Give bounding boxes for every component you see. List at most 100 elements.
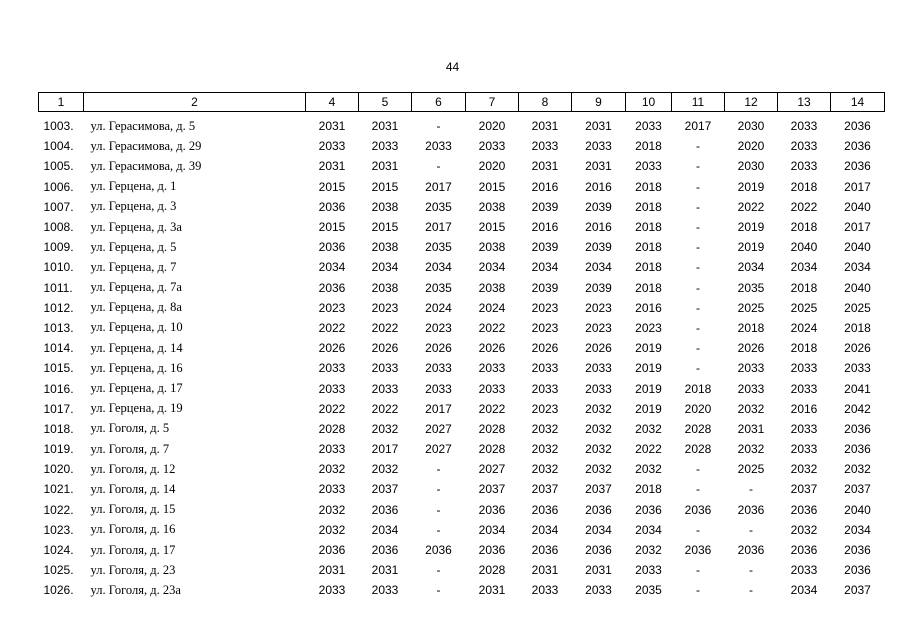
table-cell: - (436, 462, 441, 477)
table-cell: 2031 (531, 119, 559, 134)
table-cell: 2017 (844, 179, 871, 194)
table-cell: 2022 (318, 401, 346, 416)
table-cell: 2032 (635, 462, 662, 477)
table-cell: 2033 (371, 361, 399, 376)
table-cell: 1022. (43, 502, 74, 517)
table-cell: 2018 (844, 320, 871, 335)
table-cell: 2028 (318, 421, 346, 436)
table-cell: 2017 (844, 220, 871, 235)
table-cell: 2025 (790, 300, 818, 315)
table-cell: 2034 (531, 260, 559, 275)
table-cell: 2033 (425, 361, 452, 376)
table-cell: 2033 (635, 159, 662, 174)
table-cell: 2036 (635, 502, 662, 517)
table-cell: 2022 (371, 401, 399, 416)
table-row: 1026. ул. Гоголя, д. 23а 2033 2033 - 2031 2033… (39, 580, 885, 600)
table-cell: 2028 (478, 421, 506, 436)
header-cell: 10 (625, 92, 672, 112)
table-cell: 2022 (478, 401, 506, 416)
table-cell: 2026 (844, 341, 871, 356)
table-cell: 2022 (790, 199, 818, 214)
table-cell: 2038 (371, 199, 399, 214)
table-row: 1022. ул. Гоголя, д. 15 2032 2036 - 2036 2036 2… (39, 500, 885, 520)
table-cell: 2033 (790, 421, 818, 436)
table-cell: 2015 (478, 220, 506, 235)
table-cell: 2022 (737, 199, 765, 214)
address-cell: ул. Гоголя, д. 7 (90, 441, 170, 456)
header-cell: 4 (305, 92, 359, 112)
table-cell: 2040 (790, 240, 818, 255)
table-cell: 2032 (531, 442, 559, 457)
table-cell: 2015 (318, 179, 346, 194)
table-cell: 2036 (425, 543, 452, 558)
table-cell: - (749, 583, 753, 598)
table-cell: 2036 (371, 543, 399, 558)
table-cell: 2032 (531, 421, 559, 436)
table-cell: 2034 (585, 522, 612, 537)
table-cell: 2034 (737, 260, 765, 275)
table-cell: 2036 (531, 502, 559, 517)
table-cell: 2023 (531, 300, 559, 315)
table-cell: 2033 (318, 139, 346, 154)
table-cell: 2033 (790, 381, 818, 396)
table-cell: 2033 (531, 583, 559, 598)
table-cell: 2019 (737, 220, 765, 235)
table-cell: 2034 (371, 522, 399, 537)
table-cell: 2022 (371, 320, 399, 335)
table-cell: 2037 (790, 482, 818, 497)
table-cell: 2039 (531, 240, 559, 255)
table-cell: 2033 (585, 381, 612, 396)
table-cell: 2015 (371, 220, 399, 235)
table-cell: 2016 (531, 220, 559, 235)
table-cell: 2036 (844, 563, 871, 578)
table-cell: 1021. (43, 482, 74, 497)
table-cell: 2033 (790, 442, 818, 457)
table-cell: 2017 (371, 442, 399, 457)
table-cell: 2033 (585, 361, 612, 376)
table-cell: 2023 (371, 300, 399, 315)
table-cell: 2018 (635, 482, 662, 497)
table-cell: 2037 (478, 482, 506, 497)
table-cell: 2033 (790, 139, 818, 154)
table-cell: 2026 (478, 341, 506, 356)
table-cell: 2018 (737, 320, 765, 335)
table-cell: 2037 (585, 482, 612, 497)
table-cell: 2033 (318, 442, 346, 457)
header-cell: 13 (777, 92, 831, 112)
table-cell: 2023 (635, 320, 662, 335)
table-cell: 2017 (425, 401, 452, 416)
table-cell: 2036 (318, 280, 346, 295)
table-cell: 2033 (531, 139, 559, 154)
table-cell: 2032 (737, 401, 765, 416)
table-cell: 2025 (737, 462, 765, 477)
table-cell: 1005. (43, 159, 74, 174)
table-cell: 2032 (737, 442, 765, 457)
table-cell: - (436, 159, 441, 174)
table-cell: 1014. (43, 341, 74, 356)
address-cell: ул. Герцена, д. 3а (90, 219, 182, 234)
table-cell: 2036 (790, 502, 818, 517)
address-cell: ул. Герцена, д. 16 (90, 360, 183, 375)
table-cell: 2033 (371, 583, 399, 598)
table-cell: 2036 (585, 502, 612, 517)
table-cell: 2036 (844, 543, 871, 558)
table-cell: 2034 (790, 583, 818, 598)
table-cell: 2034 (425, 260, 452, 275)
table-cell: - (749, 522, 753, 537)
table-cell: 2035 (425, 280, 452, 295)
table-cell: 2033 (371, 139, 399, 154)
table-cell: 2036 (790, 543, 818, 558)
table-cell: 2026 (737, 341, 765, 356)
table-cell: 2033 (635, 563, 662, 578)
table-cell: 1006. (43, 179, 74, 194)
table-cell: 2033 (425, 139, 452, 154)
table-cell: 2031 (371, 563, 399, 578)
table-cell: 2040 (844, 280, 871, 295)
address-cell: ул. Герцена, д. 10 (90, 320, 183, 335)
table-cell: 2037 (844, 482, 871, 497)
table-cell: 2042 (844, 401, 871, 416)
table-cell: 2032 (585, 421, 612, 436)
table-cell: 2022 (318, 320, 346, 335)
table-cell: 1009. (43, 240, 74, 255)
table-cell: 1026. (43, 583, 74, 598)
